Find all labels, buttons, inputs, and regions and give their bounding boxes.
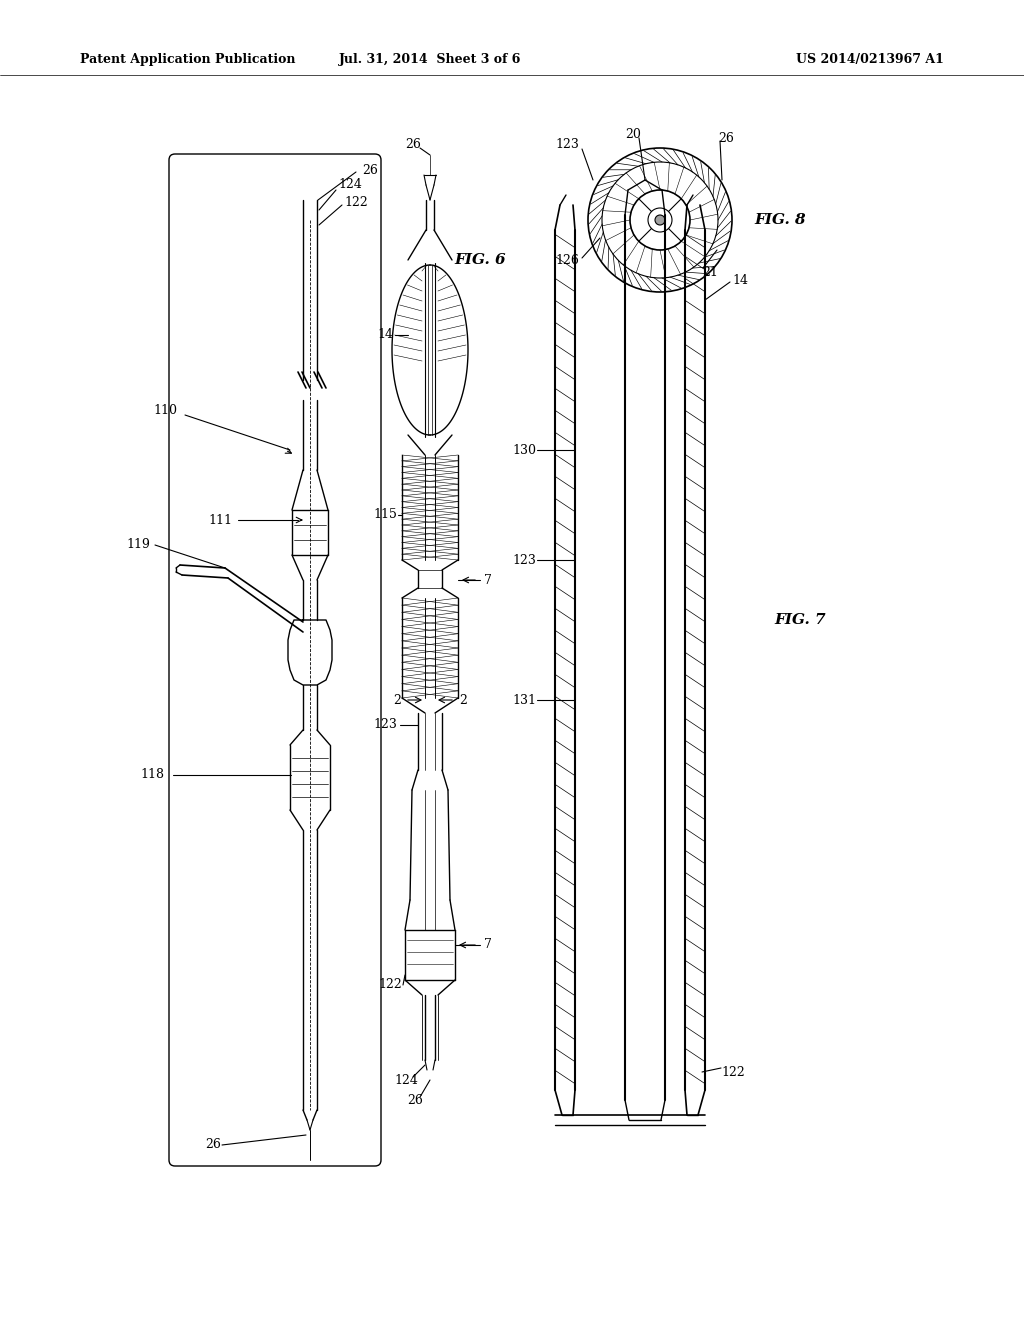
Text: 26: 26: [205, 1138, 221, 1151]
Text: Jul. 31, 2014  Sheet 3 of 6: Jul. 31, 2014 Sheet 3 of 6: [339, 54, 521, 66]
Text: 118: 118: [140, 768, 164, 781]
Text: 14: 14: [377, 329, 393, 342]
Text: 124: 124: [394, 1073, 418, 1086]
Text: 26: 26: [362, 164, 378, 177]
Text: 115: 115: [373, 508, 397, 521]
Text: FIG. 6: FIG. 6: [455, 253, 506, 267]
Text: 110: 110: [153, 404, 177, 417]
Text: 130: 130: [512, 444, 536, 457]
Text: 126: 126: [555, 253, 579, 267]
Text: 122: 122: [344, 195, 368, 209]
Text: 20: 20: [625, 128, 641, 141]
Text: US 2014/0213967 A1: US 2014/0213967 A1: [796, 54, 944, 66]
Circle shape: [655, 215, 665, 224]
Text: 26: 26: [408, 1093, 423, 1106]
Text: 123: 123: [512, 553, 536, 566]
Text: 14: 14: [732, 273, 748, 286]
Text: FIG. 8: FIG. 8: [755, 213, 806, 227]
Text: 2: 2: [459, 693, 467, 706]
Text: 123: 123: [555, 139, 579, 152]
Text: FIG. 7: FIG. 7: [774, 612, 825, 627]
Text: 2: 2: [393, 693, 401, 706]
Text: Patent Application Publication: Patent Application Publication: [80, 54, 296, 66]
Text: 26: 26: [406, 139, 421, 152]
Text: 122: 122: [378, 978, 401, 991]
Text: 26: 26: [718, 132, 734, 144]
Text: 131: 131: [512, 693, 536, 706]
Text: 21: 21: [702, 265, 718, 279]
Text: 119: 119: [126, 539, 150, 552]
Text: 111: 111: [208, 513, 232, 527]
Text: 7: 7: [484, 939, 492, 952]
Text: 123: 123: [373, 718, 397, 731]
Text: 124: 124: [338, 178, 361, 191]
Text: 122: 122: [721, 1065, 744, 1078]
Text: 7: 7: [484, 573, 492, 586]
